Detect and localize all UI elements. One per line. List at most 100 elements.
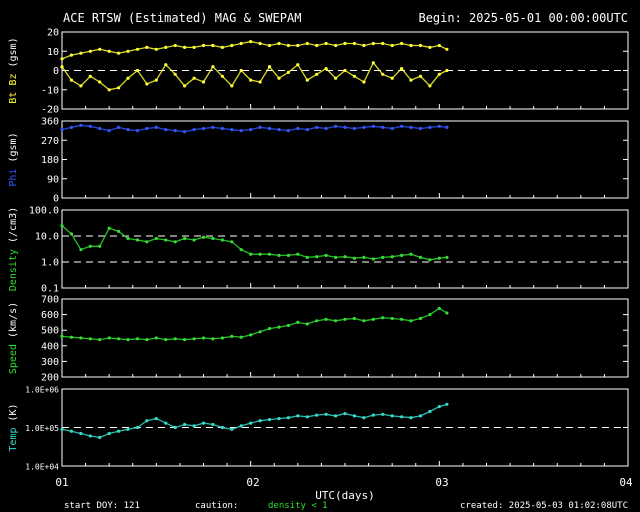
density-data-point — [154, 236, 158, 241]
speed-data-point — [60, 334, 64, 338]
phi-data-point — [371, 124, 375, 128]
bt-data-point — [107, 49, 111, 53]
x-tick-label-4: 04 — [619, 476, 633, 489]
panels: 20 10 0 -10 -20 Bt Bz (gsm) 360 270 180 90 0 Phi (g… — [8, 28, 629, 472]
phi-data-point — [201, 126, 206, 131]
speed-data-point — [220, 336, 224, 340]
density-y-axis-label-part: (/cm3) — [8, 207, 19, 249]
bt-data-point — [201, 43, 206, 48]
bz-data-point — [315, 72, 319, 76]
density-y-axis-label: Density (/cm3) — [8, 207, 19, 291]
bt-data-point — [60, 57, 64, 61]
phi-y-tick-label: 90 — [47, 174, 59, 185]
footer: start DOY: 121 caution: density < 1 crea… — [64, 501, 628, 511]
temp-data-point — [249, 421, 253, 425]
bz-data-point — [400, 67, 404, 71]
density-data-point — [409, 252, 413, 256]
phi-data-point — [324, 126, 328, 131]
phi-data-point — [437, 124, 441, 128]
speed-data-point — [154, 336, 158, 340]
speed-data-point — [211, 337, 215, 341]
bt-bz-y-tick-label: 0 — [53, 66, 59, 77]
bz-data-point — [362, 80, 366, 84]
speed-data-point — [230, 334, 234, 338]
temp-data-point — [352, 414, 356, 418]
phi-panel: 360 270 180 90 0 Phi (gsm) — [8, 117, 629, 205]
bz-data-point — [88, 74, 92, 78]
bz-data-point — [239, 68, 243, 73]
density-y-axis-label-part: Density — [8, 249, 19, 291]
speed-data-point — [343, 317, 347, 321]
temp-data-point — [145, 419, 149, 423]
bz-data-point — [69, 78, 73, 82]
phi-data-point — [183, 130, 187, 134]
bt-data-point — [371, 41, 375, 46]
speed-data-point — [296, 320, 300, 324]
phi-y-tick-label: 0 — [53, 194, 59, 205]
temp-data-point — [334, 414, 338, 418]
bt-data-point — [267, 43, 272, 48]
density-data-point — [230, 240, 234, 244]
phi-data-point — [296, 126, 300, 131]
bt-data-point — [277, 41, 281, 46]
density-data-point — [296, 252, 300, 256]
temp-data-point — [239, 424, 243, 428]
density-data-point — [258, 252, 262, 256]
density-data-point — [334, 255, 338, 259]
bz-series-line — [61, 61, 448, 91]
begin-timestamp: Begin: 2025-05-01 00:00:00UTC — [418, 11, 628, 25]
bt-data-point — [173, 43, 177, 48]
bt-bz-y-axis-label: Bt Bz (gsm) — [8, 37, 19, 103]
x-axis: 01 02 03 04 UTC(days) — [55, 476, 633, 502]
speed-data-point — [352, 316, 356, 321]
bz-data-point — [154, 78, 158, 82]
phi-data-point — [220, 126, 224, 131]
speed-y-tick-label: 300 — [41, 357, 59, 368]
density-y-tick-label: 100.0 — [29, 206, 59, 217]
bt-data-point — [286, 43, 290, 48]
phi-data-point — [267, 126, 272, 131]
speed-data-point — [258, 330, 262, 334]
bt-data-point — [428, 45, 432, 50]
bz-data-point — [445, 68, 449, 73]
phi-y-tick-label: 360 — [41, 117, 59, 128]
density-data-point — [343, 255, 347, 259]
temp-data-point — [315, 413, 319, 417]
temp-data-point — [343, 412, 347, 416]
bz-data-point — [381, 72, 385, 76]
bz-data-point — [277, 76, 281, 80]
bt-data-point — [418, 43, 423, 48]
bz-data-point — [267, 65, 272, 69]
phi-data-point — [381, 125, 385, 129]
phi-data-point — [258, 125, 262, 129]
bt-data-point — [381, 41, 385, 46]
bt-data-point — [164, 45, 168, 50]
phi-data-point — [79, 123, 83, 127]
bt-bz-y-axis-label-part: Bt — [8, 92, 19, 104]
bt-data-point — [145, 45, 149, 50]
bt-bz-y-axis-label-part: (gsm) — [8, 37, 19, 73]
density-data-point — [277, 253, 281, 257]
bt-data-point — [315, 43, 319, 48]
speed-data-point — [362, 319, 366, 323]
temp-data-point — [79, 431, 83, 436]
phi-data-point — [126, 128, 130, 132]
speed-data-point — [409, 319, 413, 323]
start-doy: start DOY: 121 — [64, 501, 140, 511]
bz-data-point — [305, 78, 309, 82]
speed-data-point — [145, 338, 149, 342]
bz-data-point — [390, 76, 394, 80]
temp-data-point — [267, 418, 272, 422]
density-data-point — [145, 240, 149, 244]
bt-data-point — [126, 49, 130, 53]
speed-y-axis-label-part: (km/s) — [8, 302, 19, 344]
temp-data-point — [305, 415, 309, 419]
temp-data-point — [437, 405, 441, 409]
speed-data-point — [173, 337, 177, 341]
temp-data-point — [211, 422, 215, 427]
bt-data-point — [88, 49, 92, 53]
temp-data-point — [277, 417, 281, 421]
speed-data-point — [135, 337, 140, 341]
bz-data-point — [173, 72, 177, 76]
